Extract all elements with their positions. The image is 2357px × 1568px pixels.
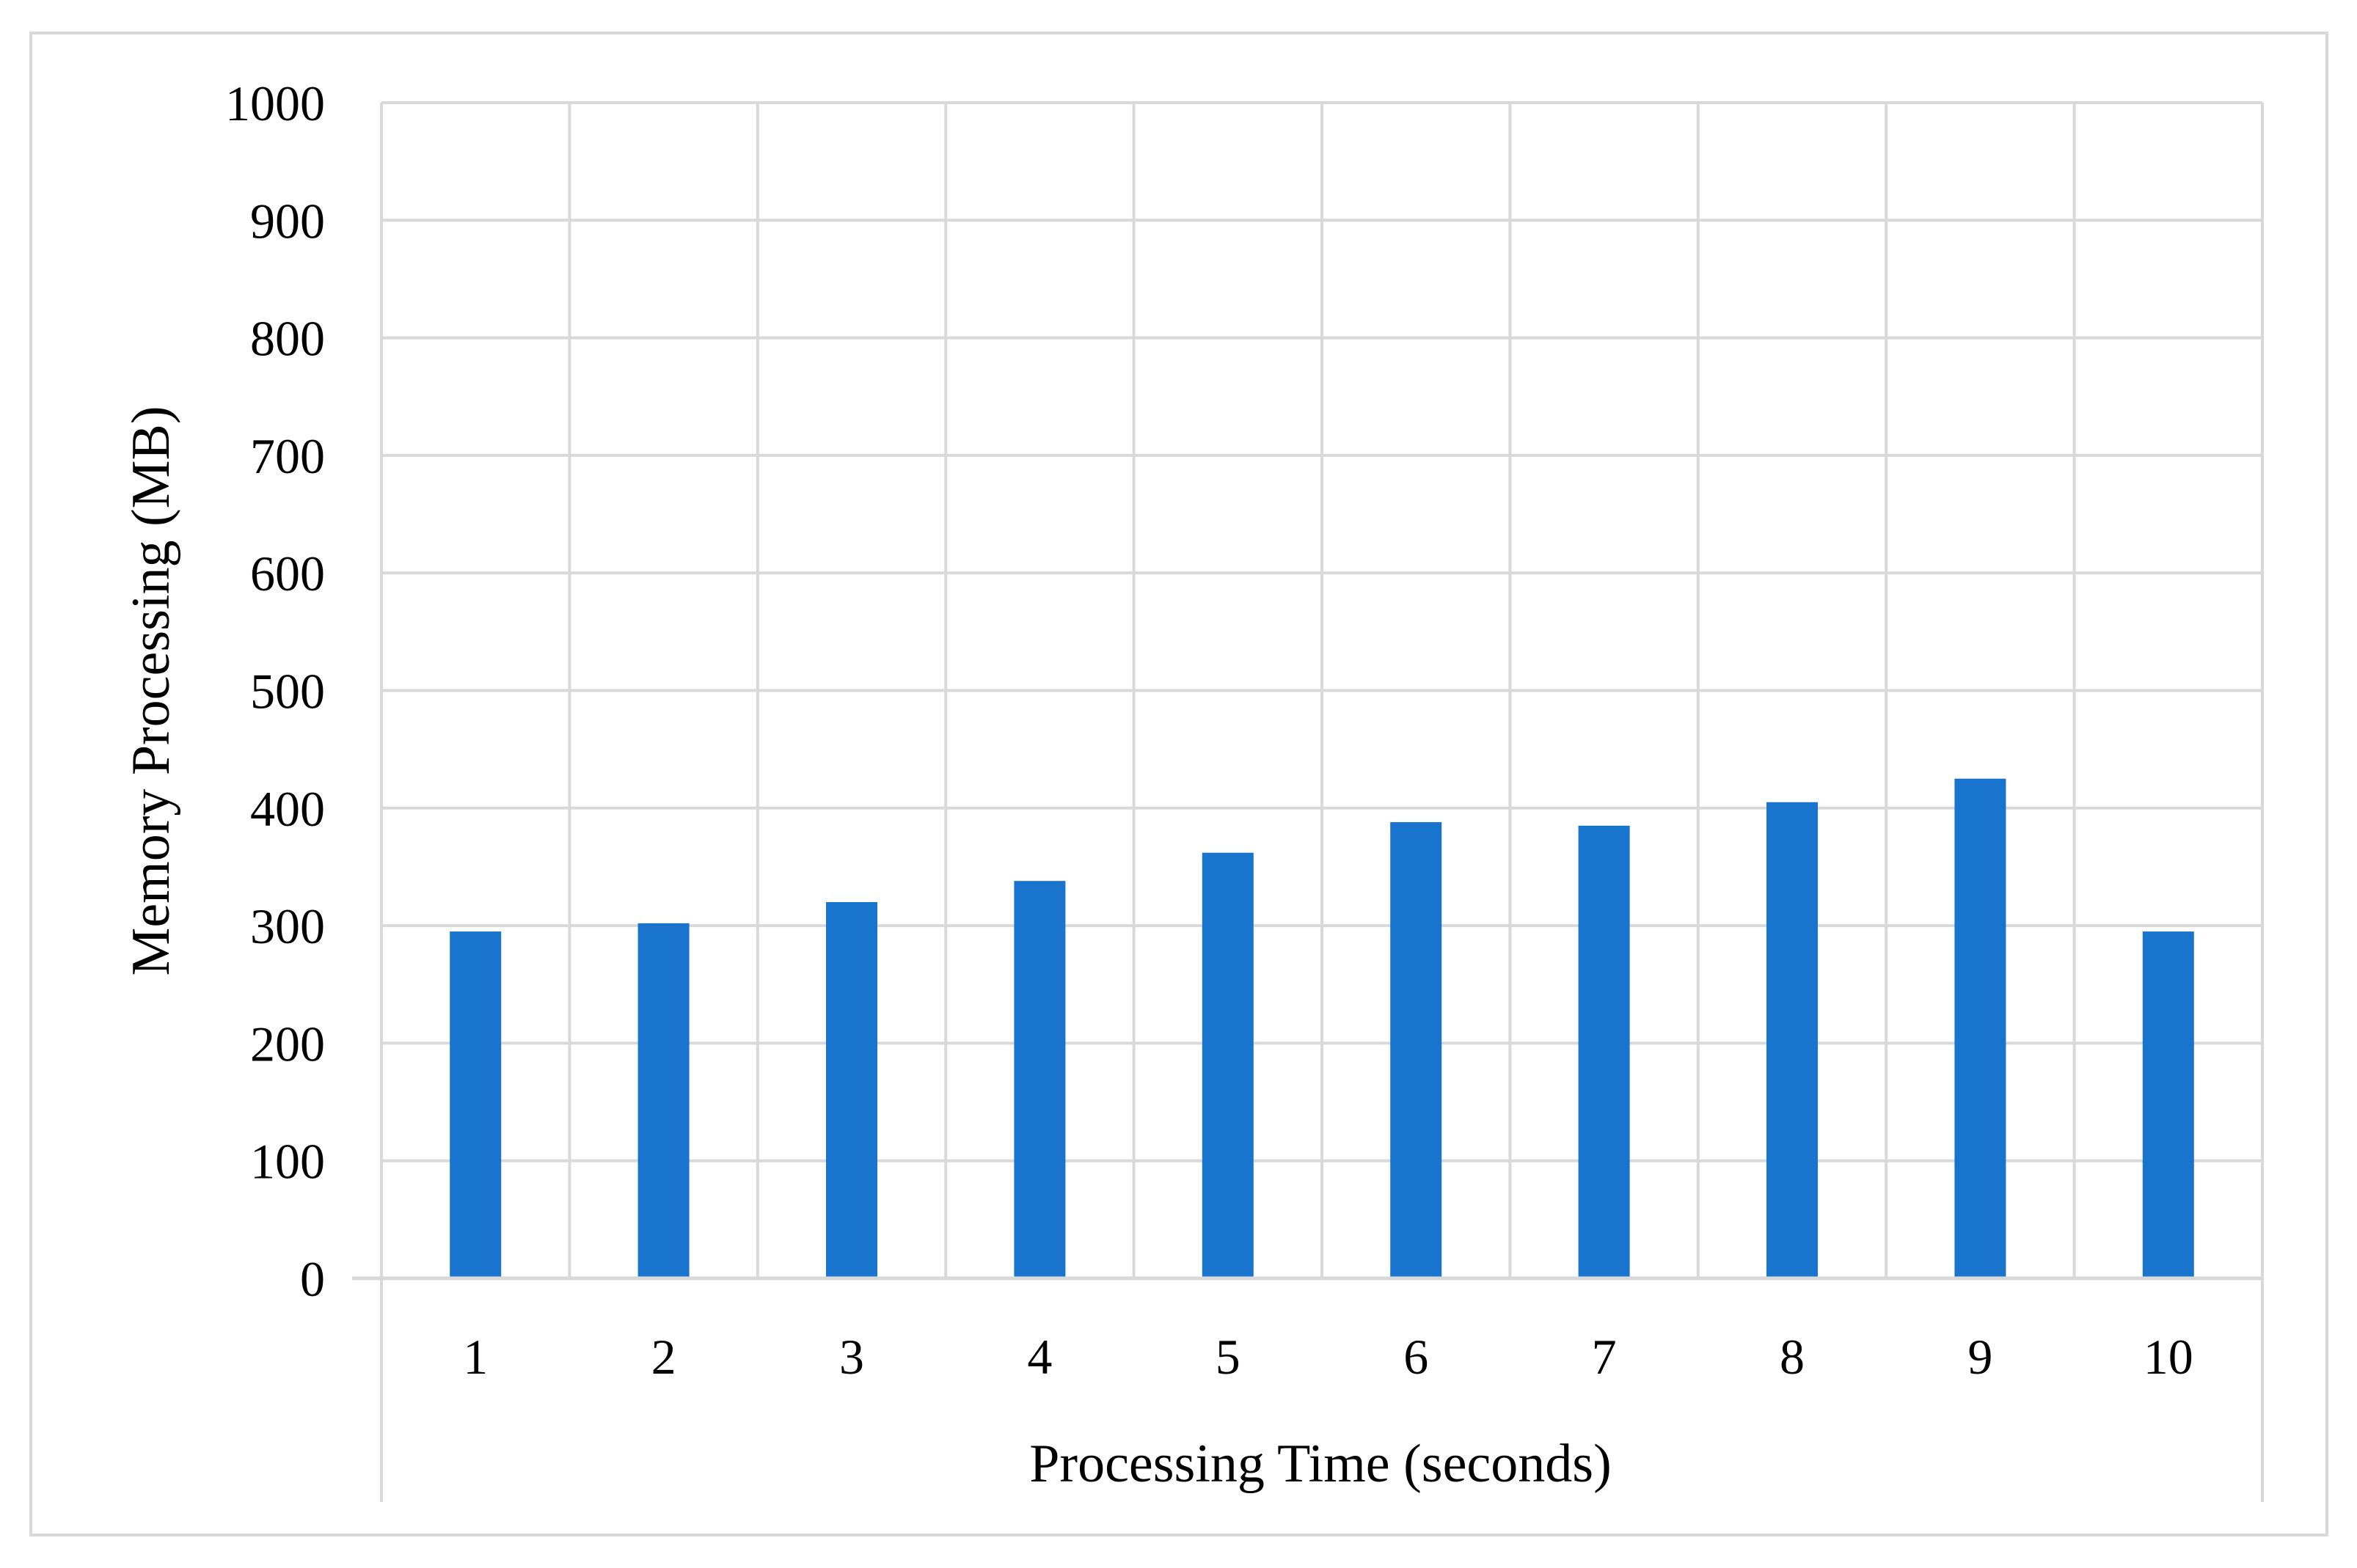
axes — [352, 1276, 2264, 1502]
x-tick-label: 6 — [1403, 1329, 1428, 1385]
bar-10 — [2142, 931, 2194, 1278]
y-axis-title: Memory Processing (MB) — [121, 406, 181, 976]
x-tick-label: 8 — [1780, 1329, 1805, 1385]
y-tick-labels: 0 100 200 300 400 500 600 700 800 900 1000 — [225, 76, 325, 1307]
bar-1 — [450, 931, 502, 1278]
bar-3 — [826, 902, 877, 1278]
bar-7 — [1578, 825, 1630, 1278]
bar-8 — [1766, 802, 1818, 1278]
y-tick-label: 0 — [300, 1251, 325, 1307]
x-tick-label: 10 — [2144, 1329, 2193, 1385]
y-tick-label: 700 — [250, 428, 325, 484]
y-tick-label: 500 — [250, 664, 325, 719]
bar-2 — [637, 923, 690, 1278]
x-tick-label: 3 — [839, 1329, 864, 1385]
bar-6 — [1390, 822, 1442, 1278]
y-tick-label: 200 — [250, 1016, 325, 1071]
x-tick-label: 2 — [651, 1329, 676, 1385]
bar-4 — [1014, 881, 1066, 1278]
y-tick-label: 300 — [250, 898, 325, 954]
chart-border — [29, 32, 2328, 1536]
y-tick-label: 100 — [250, 1134, 325, 1190]
y-tick-label: 400 — [250, 781, 325, 837]
x-axis-title: Processing Time (seconds) — [1029, 1434, 1611, 1494]
x-tick-label: 1 — [463, 1329, 488, 1385]
y-tick-label: 1000 — [225, 76, 325, 131]
x-tick-label: 7 — [1592, 1329, 1617, 1385]
x-tick-label: 9 — [1967, 1329, 1992, 1385]
x-tick-label: 5 — [1216, 1329, 1240, 1385]
y-tick-label: 800 — [250, 311, 325, 367]
bars — [450, 778, 2194, 1278]
y-tick-label: 600 — [250, 546, 325, 601]
x-tick-label: 4 — [1027, 1329, 1052, 1385]
y-tick-label: 900 — [250, 193, 325, 249]
x-tick-labels: 1 2 3 4 5 6 7 8 9 10 — [463, 1329, 2193, 1385]
bar-9 — [1954, 778, 2006, 1278]
bar-5 — [1202, 852, 1254, 1278]
